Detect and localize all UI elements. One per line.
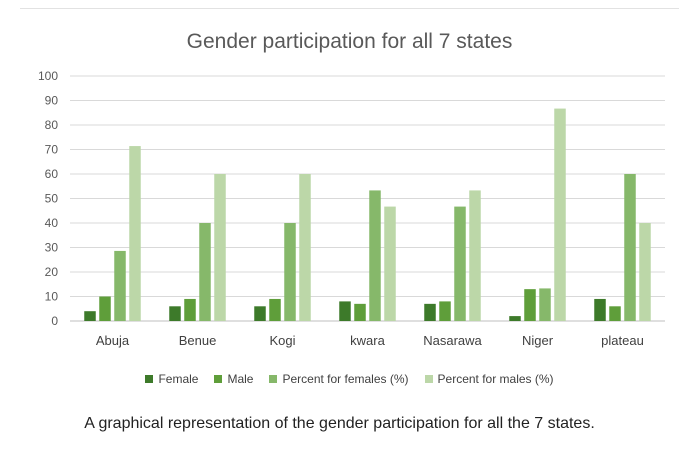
bar [254,306,266,321]
y-tick-label: 10 [45,290,59,304]
figure-caption: A graphical representation of the gender… [84,415,595,432]
legend-swatch [269,375,278,383]
x-tick-label: Kogi [269,333,295,348]
bar [299,174,311,321]
bar [369,190,381,321]
y-tick-label: 80 [45,118,59,132]
bar [424,303,436,321]
legend-label: Female [158,372,199,386]
bar-chart: 0 10 20 30 40 50 60 70 80 90 100 Abuja Benue Kogi kwar… [38,69,665,348]
legend-swatch [214,375,223,383]
bar [84,311,96,321]
y-tick-label: 0 [51,314,58,328]
bar [594,298,606,321]
y-tick-label: 20 [45,265,59,279]
bar [99,296,111,321]
bar [354,303,366,321]
bar [384,206,396,321]
bar [554,108,566,322]
y-tick-label: 70 [45,143,59,157]
legend-item: Percent for males (%) [424,372,554,386]
bar [114,250,126,321]
legend-swatch [424,375,433,383]
bar [639,223,651,321]
y-tick-label: 100 [38,69,58,83]
legend-swatch [145,375,154,383]
bar [609,306,621,321]
y-tick-label: 30 [45,241,59,255]
x-tick-label: Nasarawa [423,333,482,348]
y-tick-label: 60 [45,167,59,181]
bar [469,190,481,321]
chart-legend: Female Male Percent for females (%) Percent… [20,372,679,386]
legend-label: Male [227,372,254,386]
legend-item: Male [214,372,253,386]
chart-container: Gender participation for all 7 states 0 1… [20,10,679,398]
x-tick-label: Niger [522,333,554,348]
legend-label: Percent for males (%) [437,372,554,386]
y-tick-label: 50 [45,192,59,206]
bar [539,288,551,321]
bar [199,223,211,321]
bar [524,289,536,321]
bar [339,301,351,321]
legend-label: Percent for females (%) [282,372,409,386]
bar [454,206,466,321]
bar [284,223,296,321]
top-divider [20,8,679,9]
bar [509,316,521,321]
bar [624,174,636,321]
bar [184,298,196,321]
bar [269,298,281,321]
y-tick-label: 40 [45,216,59,230]
x-tick-label: kwara [350,333,385,348]
legend-item: Percent for females (%) [269,372,409,386]
y-tick-label: 90 [45,94,59,108]
x-tick-label: Benue [179,333,217,348]
x-tick-label: Abuja [96,333,130,348]
legend-item: Female [145,372,198,386]
chart-title: Gender participation for all 7 states [186,30,513,53]
bar [129,146,141,321]
bar [439,301,451,321]
bar [214,174,226,321]
x-tick-label: plateau [601,333,644,348]
bar [169,306,181,321]
